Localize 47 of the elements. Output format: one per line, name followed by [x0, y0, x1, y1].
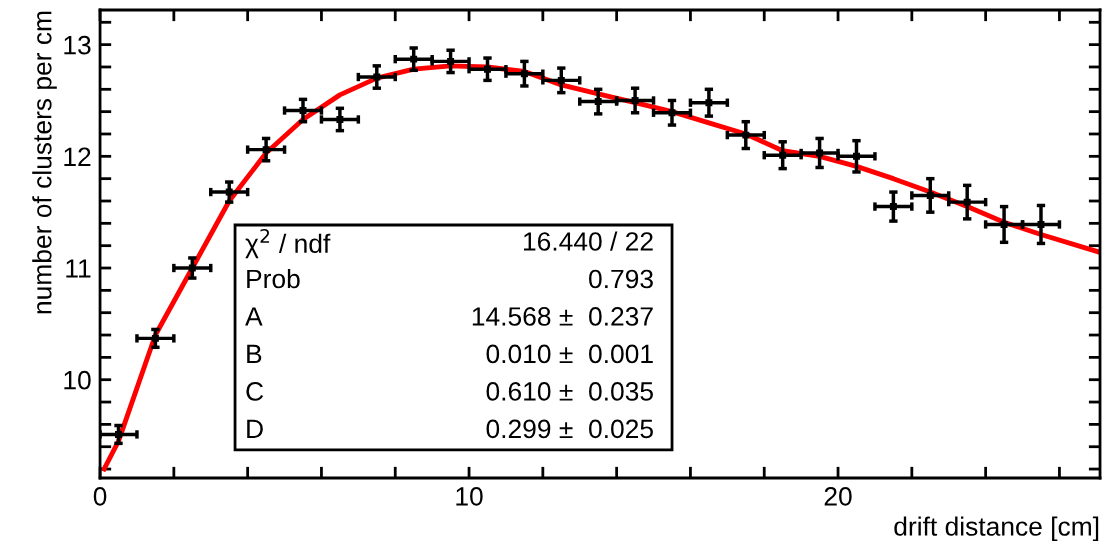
annotation: 0.610 ± 0.035 — [486, 382, 653, 401]
point — [594, 98, 602, 106]
annotation: 0.299 ± 0.025 — [486, 419, 653, 439]
point — [336, 115, 344, 123]
point — [262, 146, 270, 154]
point — [225, 188, 233, 196]
annotation: C — [246, 382, 264, 401]
annotation: A — [245, 307, 263, 326]
x-tick-label: 10 — [456, 487, 483, 506]
x-tick-label: 0 — [93, 487, 107, 506]
point — [853, 152, 860, 160]
annotation: 16.440 / 22 — [524, 231, 653, 251]
annotation: 0.793 — [589, 269, 653, 289]
point — [373, 73, 381, 81]
point — [668, 109, 676, 117]
point — [779, 151, 787, 159]
annotation: Prob — [247, 268, 300, 289]
point — [484, 65, 491, 73]
point — [299, 107, 307, 115]
point — [926, 191, 934, 199]
point — [151, 334, 159, 342]
annotation: B — [247, 344, 262, 364]
annotation: 0.010 ± 0.001 — [486, 344, 653, 364]
y-tick-label: 13 — [64, 35, 91, 55]
point — [520, 70, 528, 78]
point — [447, 57, 455, 65]
point — [816, 149, 824, 157]
x-tick-label: 20 — [824, 487, 852, 506]
y-axis-title: number of clusters per cm — [32, 11, 57, 314]
annotation: D — [247, 419, 263, 438]
point — [1000, 220, 1008, 228]
point — [889, 203, 897, 211]
point — [705, 99, 713, 107]
point — [963, 198, 971, 206]
annotation: 14.568 ± 0.237 — [472, 307, 653, 326]
annotation: χ$^{2}$ / ndf — [245, 228, 331, 259]
point — [410, 55, 418, 63]
point — [1037, 220, 1045, 228]
y-tick-label: 11 — [66, 259, 91, 278]
y-tick-label: 10 — [64, 370, 91, 390]
x-axis-title: drift distance [cm] — [894, 516, 1099, 542]
point — [115, 430, 122, 438]
point — [188, 264, 196, 272]
point — [742, 131, 750, 139]
y-tick-label: 12 — [64, 147, 91, 166]
point — [557, 76, 565, 84]
point — [631, 97, 639, 104]
